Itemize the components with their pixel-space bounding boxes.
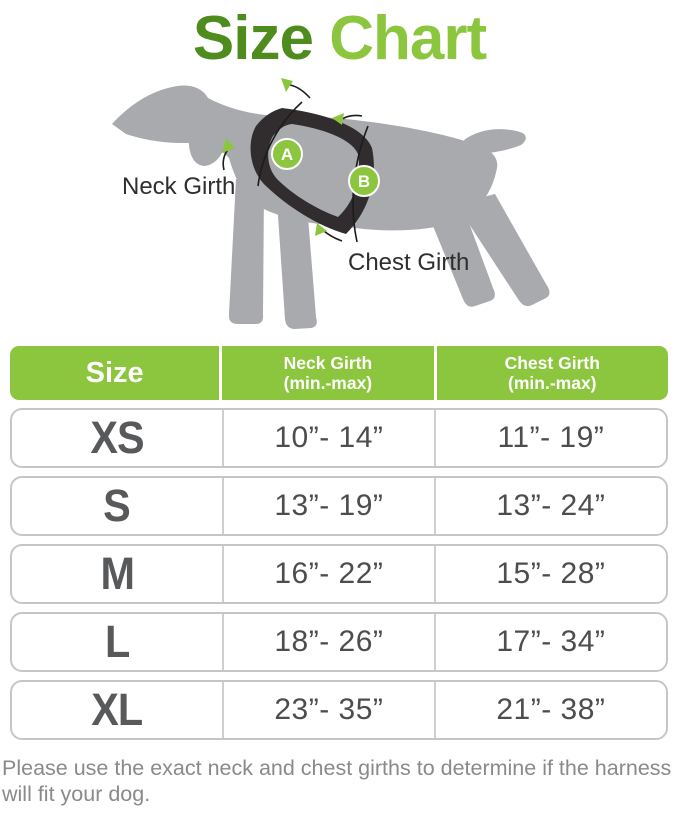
neck-girth-label: Neck Girth xyxy=(122,173,235,200)
chest-cell: 17”- 34” xyxy=(496,625,606,658)
marker-a-letter: A xyxy=(281,145,293,164)
chest-top-arrow-icon xyxy=(332,113,344,125)
chest-bottom-arrow-icon xyxy=(315,223,327,236)
neck-cell: 23”- 35” xyxy=(274,693,384,726)
size-cell: L xyxy=(104,616,130,667)
chest-girth-arc-bottom xyxy=(323,230,343,242)
size-cell: XS xyxy=(90,412,144,463)
page-title: Size Chart xyxy=(0,4,679,74)
withers-arrow-icon xyxy=(281,78,293,92)
header-size: Size xyxy=(85,356,144,389)
neck-cell: 18”- 26” xyxy=(274,625,384,658)
table-row-xs: XS 10”- 14” 11”- 19” xyxy=(10,408,668,468)
size-chart-table: Size Neck Girth (min.-max) Chest Girth (… xyxy=(10,346,668,740)
title-word-chart: Chart xyxy=(329,4,487,73)
neck-cell: 13”- 19” xyxy=(274,489,384,522)
neck-girth-arc xyxy=(257,101,303,187)
neck-cell: 16”- 22” xyxy=(274,557,384,590)
marker-b: B xyxy=(348,165,380,197)
neck-left-arrow-icon xyxy=(222,138,235,153)
fit-note: Please use the exact neck and chest girt… xyxy=(2,756,672,806)
title-word-size: Size xyxy=(192,4,314,73)
table-row-l: L 18”- 26” 17”- 34” xyxy=(10,612,668,672)
table-row-m: M 16”- 22” 15”- 28” xyxy=(10,544,668,604)
header-neck-girth: Neck Girth (min.-max) xyxy=(219,346,433,400)
chest-cell: 21”- 38” xyxy=(496,693,606,726)
marker-b-letter: B xyxy=(358,172,370,191)
marker-a: A xyxy=(271,138,303,170)
table-row-s: S 13”- 19” 13”- 24” xyxy=(10,476,668,536)
size-cell: M xyxy=(100,548,134,599)
table-header-row: Size Neck Girth (min.-max) Chest Girth (… xyxy=(10,346,668,400)
dog-diagram-svg: A B Neck Girth Chest Girth xyxy=(112,78,550,329)
chest-cell: 11”- 19” xyxy=(497,421,605,454)
neck-girth-arc-top xyxy=(289,84,311,99)
chest-girth-label: Chest Girth xyxy=(348,249,469,276)
chest-girth-arc-top xyxy=(341,114,363,120)
dog-ear xyxy=(188,94,227,166)
dog-measurement-diagram: A B Neck Girth Chest Girth xyxy=(0,74,679,340)
size-cell: S xyxy=(103,480,132,531)
size-cell: XL xyxy=(91,684,143,735)
neck-cell: 10”- 14” xyxy=(274,421,384,454)
dog-tail xyxy=(464,129,526,154)
table-row-xl: XL 23”- 35” 21”- 38” xyxy=(10,680,668,740)
chest-cell: 15”- 28” xyxy=(496,557,606,590)
girth-arrows xyxy=(222,78,344,236)
header-chest-girth: Chest Girth (min.-max) xyxy=(433,346,668,400)
chest-cell: 13”- 24” xyxy=(496,489,606,522)
